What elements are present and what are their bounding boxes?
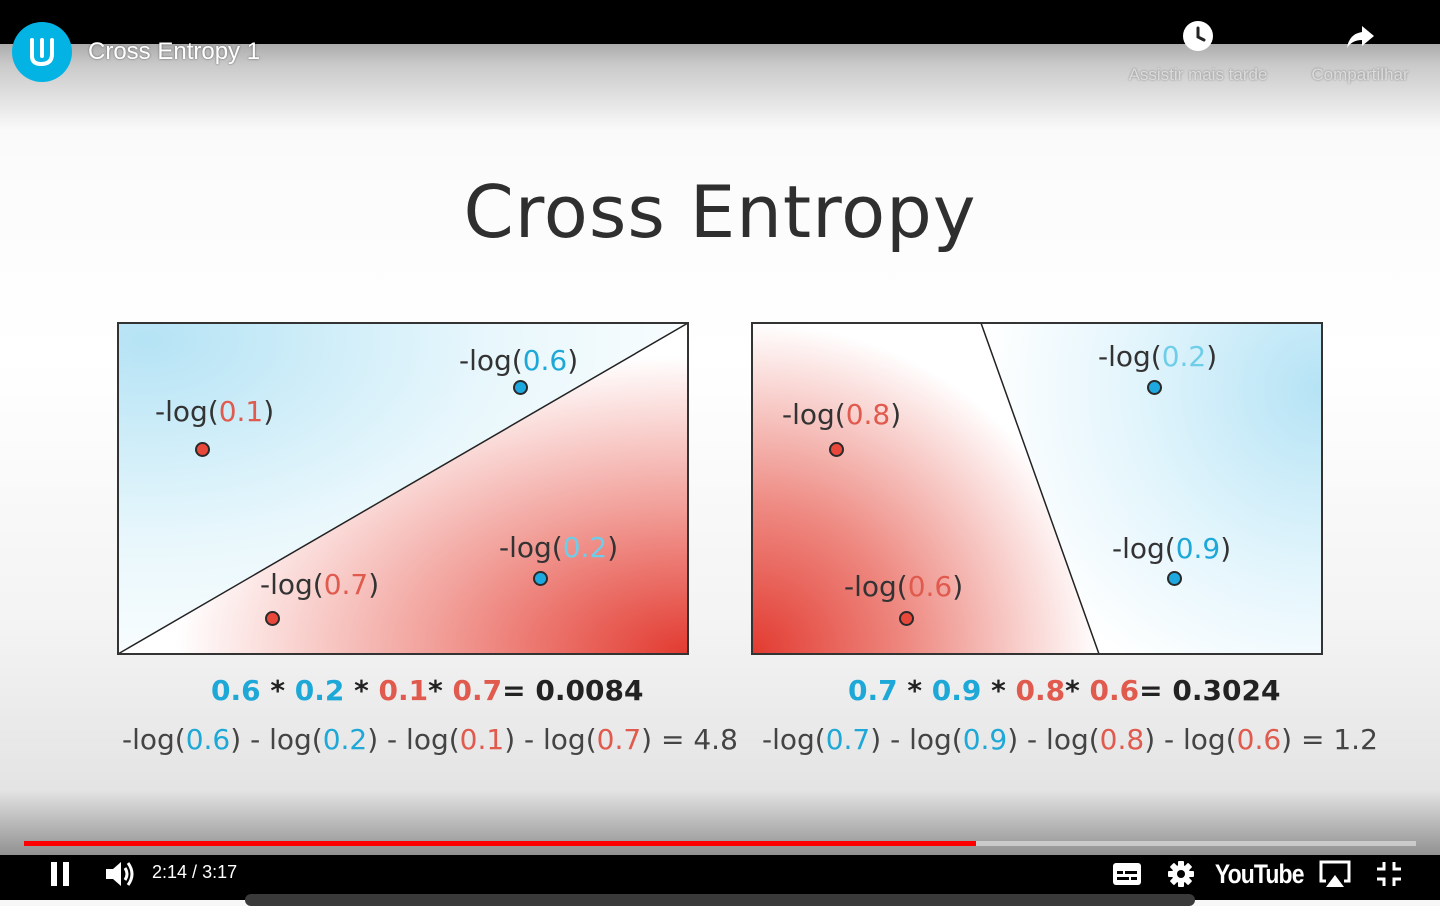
volume-icon: [106, 862, 134, 886]
current-time: 2:14: [152, 862, 188, 882]
subtitles-button[interactable]: [1108, 856, 1146, 892]
right-blue-point-1: [1147, 380, 1162, 395]
right-blue-region: [981, 323, 1322, 654]
right-product-equation: 0.7 * 0.9 * 0.8* 0.6= 0.3024: [848, 674, 1281, 707]
settings-icon: [1168, 861, 1194, 887]
right-blue-point-2: [1167, 571, 1182, 586]
left-blue-point-1: [513, 380, 528, 395]
right-panel-border: [751, 322, 1323, 655]
left-red-point-2: [265, 611, 280, 626]
airplay-icon: [1319, 860, 1351, 887]
right-red-region: [752, 323, 1099, 654]
video-title[interactable]: Cross Entropy 1: [88, 38, 261, 65]
pause-button[interactable]: [40, 856, 80, 892]
player-controls-bar: [0, 855, 1440, 900]
settings-button[interactable]: [1162, 856, 1200, 892]
right-label-3: -log(0.9): [1112, 532, 1232, 565]
slide-title: Cross Entropy: [463, 170, 977, 254]
clock-icon: [1183, 21, 1213, 51]
page-scrollbar[interactable]: [245, 894, 1195, 906]
right-label-1: -log(0.2): [1098, 340, 1218, 373]
udacity-logo-icon: [30, 38, 54, 67]
right-red-point-1: [829, 442, 844, 457]
youtube-logo[interactable]: YouTube: [1214, 856, 1305, 892]
share-icon: [1347, 26, 1374, 48]
left-label-1: -log(0.6): [459, 344, 579, 377]
left-log-sum-equation: -log(0.6) - log(0.2) - log(0.1) - log(0.…: [122, 723, 738, 756]
volume-button[interactable]: [100, 856, 140, 892]
time-display: 2:14 / 3:17: [152, 862, 238, 882]
progress-bar[interactable]: [24, 841, 1416, 846]
left-panel-border: [117, 322, 689, 655]
right-boundary-line: [980, 322, 1100, 655]
youtube-wordmark: YouTube: [1214, 858, 1305, 889]
right-label-4: -log(0.6): [844, 570, 964, 603]
progress-played: [24, 841, 977, 846]
right-regions-diagram: [751, 322, 1323, 655]
left-product-equation: 0.6 * 0.2 * 0.1* 0.7= 0.0084: [211, 674, 644, 707]
left-blue-point-2: [533, 571, 548, 586]
left-label-2: -log(0.1): [155, 395, 275, 428]
share-label: Compartilhar: [1311, 65, 1409, 84]
exit-fullscreen-icon: [1377, 862, 1401, 886]
channel-logo[interactable]: [12, 22, 72, 82]
watch-later-button[interactable]: Assistir mais tarde: [1113, 20, 1283, 85]
left-label-4: -log(0.7): [260, 568, 380, 601]
right-label-2: -log(0.8): [782, 398, 902, 431]
pause-icon: [51, 862, 69, 886]
left-red-point-1: [195, 442, 210, 457]
left-label-3: -log(0.2): [499, 531, 619, 564]
watch-later-label: Assistir mais tarde: [1128, 65, 1268, 84]
subtitles-icon: [1113, 863, 1141, 885]
left-boundary-line: [117, 322, 689, 655]
duration: 3:17: [202, 862, 238, 882]
airplay-button[interactable]: [1316, 856, 1354, 892]
right-red-point-2: [899, 611, 914, 626]
left-regions-diagram: [117, 322, 689, 655]
share-button[interactable]: Compartilhar: [1297, 20, 1423, 85]
right-log-sum-equation: -log(0.7) - log(0.9) - log(0.8) - log(0.…: [762, 723, 1378, 756]
exit-fullscreen-button[interactable]: [1370, 856, 1408, 892]
